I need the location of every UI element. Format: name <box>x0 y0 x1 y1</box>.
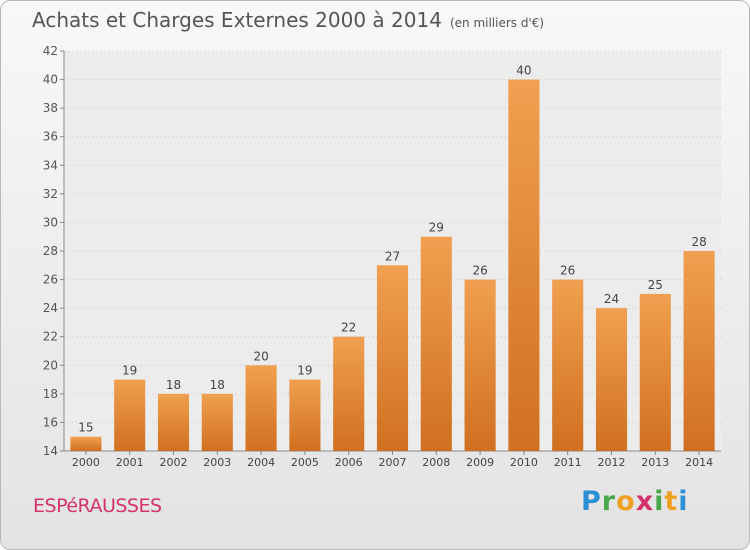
y-tick-label: 30 <box>43 215 58 229</box>
y-tick-label: 22 <box>43 330 58 344</box>
x-tick-label: 2000 <box>72 456 100 469</box>
y-tick-label: 36 <box>43 130 58 144</box>
bar-value-label: 18 <box>166 378 181 392</box>
bar <box>376 265 409 451</box>
x-tick-label: 2001 <box>116 456 144 469</box>
y-tick-label: 20 <box>43 358 58 372</box>
y-tick-label: 28 <box>43 244 58 258</box>
y-tick-label: 34 <box>43 158 58 172</box>
proxiti-logo: Proxiti <box>581 486 689 517</box>
bar-value-label: 26 <box>560 264 575 278</box>
y-tick-label: 24 <box>43 301 58 315</box>
y-tick-label: 32 <box>43 187 58 201</box>
y-tick-label: 42 <box>43 44 58 58</box>
bar <box>464 279 496 451</box>
bar <box>70 436 102 451</box>
bar <box>245 365 277 451</box>
bar <box>157 393 190 451</box>
x-tick-label: 2012 <box>598 456 626 469</box>
bar-value-label: 27 <box>385 249 400 263</box>
chart-title-block: Achats et Charges Externes 2000 à 2014 (e… <box>32 8 544 32</box>
x-tick-label: 2004 <box>247 456 275 469</box>
bar <box>595 308 628 451</box>
y-tick-label: 40 <box>43 73 58 87</box>
town-name: ESPéRAUSSES <box>33 495 162 517</box>
chart-subtitle: (en milliers d'€) <box>449 16 545 30</box>
bar-value-label: 22 <box>341 321 356 335</box>
bar-value-label: 25 <box>648 278 663 292</box>
bar <box>333 336 365 451</box>
bar-value-label: 18 <box>210 378 225 392</box>
bar <box>683 251 715 451</box>
bar-value-label: 15 <box>78 421 93 435</box>
y-tick-label: 38 <box>43 101 58 115</box>
bar <box>552 279 584 451</box>
x-tick-label: 2006 <box>335 456 363 469</box>
chart-title: Achats et Charges Externes 2000 à 2014 <box>32 8 442 32</box>
bar-value-label: 29 <box>429 221 444 235</box>
x-tick-label: 2007 <box>379 456 407 469</box>
y-tick-label: 26 <box>43 273 58 287</box>
x-tick-label: 2008 <box>422 456 450 469</box>
bar-value-label: 19 <box>297 364 312 378</box>
x-tick-label: 2014 <box>685 456 713 469</box>
x-tick-label: 2010 <box>510 456 538 469</box>
x-tick-label: 2002 <box>160 456 188 469</box>
bar-value-label: 26 <box>472 264 487 278</box>
bar <box>639 293 671 451</box>
x-tick-label: 2005 <box>291 456 319 469</box>
x-tick-label: 2011 <box>554 456 582 469</box>
y-tick-label: 14 <box>43 444 58 458</box>
bar <box>420 236 452 451</box>
x-tick-label: 2009 <box>466 456 494 469</box>
bar-value-label: 40 <box>516 64 531 78</box>
bar <box>114 379 146 451</box>
bar-value-label: 24 <box>604 292 619 306</box>
bar <box>201 393 233 451</box>
bar-value-label: 28 <box>691 235 706 249</box>
y-tick-label: 18 <box>43 387 58 401</box>
y-tick-label: 16 <box>43 415 58 429</box>
bar-value-label: 20 <box>253 349 268 363</box>
x-tick-label: 2003 <box>203 456 231 469</box>
bar <box>508 79 540 452</box>
x-tick-label: 2013 <box>641 456 669 469</box>
bar-value-label: 19 <box>122 364 137 378</box>
bar <box>289 379 321 451</box>
